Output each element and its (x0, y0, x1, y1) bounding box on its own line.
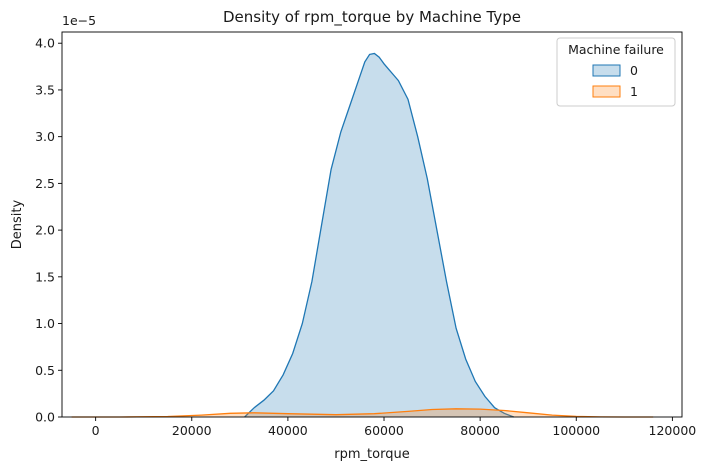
y-tick-label: 2.0 (35, 223, 55, 238)
x-tick-label: 100000 (552, 423, 600, 438)
series-1-line (71, 408, 654, 418)
y-tick-label: 1.5 (35, 269, 55, 284)
x-axis-title: rpm_torque (334, 447, 409, 462)
legend-label: 1 (630, 84, 638, 99)
legend-entries: 01 (592, 63, 638, 99)
x-tick-label: 80000 (460, 423, 500, 438)
y-axis-offset-label: 1e−5 (62, 13, 96, 28)
y-tick-label: 4.0 (35, 36, 55, 51)
y-tick-label: 0.5 (35, 363, 55, 378)
legend-item-1[interactable]: 1 (592, 84, 638, 99)
legend[interactable]: Machine failure 01 (556, 37, 676, 107)
y-tick-label: 3.0 (35, 129, 55, 144)
legend-item-0[interactable]: 0 (592, 63, 638, 78)
y-tick-label: 1.0 (35, 316, 55, 331)
y-axis-ticks: 0.0 0.5 1.0 1.5 2.0 2.5 3.0 3.5 4.0 (35, 36, 62, 425)
legend-label: 0 (630, 63, 638, 78)
plot-series (71, 52, 654, 418)
plot-frame (61, 31, 683, 418)
series-0-area (244, 53, 514, 417)
y-tick-label: 0.0 (35, 410, 55, 425)
legend-frame (556, 37, 676, 107)
x-tick-label: 60000 (364, 423, 404, 438)
legend-title: Machine failure (568, 42, 664, 57)
x-tick-label: 120000 (649, 423, 697, 438)
series-0-line (244, 52, 515, 418)
legend-swatch (592, 64, 621, 77)
chart-title: Density of rpm_torque by Machine Type (223, 8, 521, 27)
y-axis-title: Density (10, 199, 25, 249)
legend-swatch (592, 85, 621, 98)
x-axis-ticks: 0 20000 40000 60000 80000 100000 120000 (92, 417, 697, 438)
y-tick-label: 2.5 (35, 176, 55, 191)
x-tick-label: 0 (92, 423, 100, 438)
x-tick-label: 20000 (172, 423, 212, 438)
x-tick-label: 40000 (268, 423, 308, 438)
y-tick-label: 3.5 (35, 82, 55, 97)
